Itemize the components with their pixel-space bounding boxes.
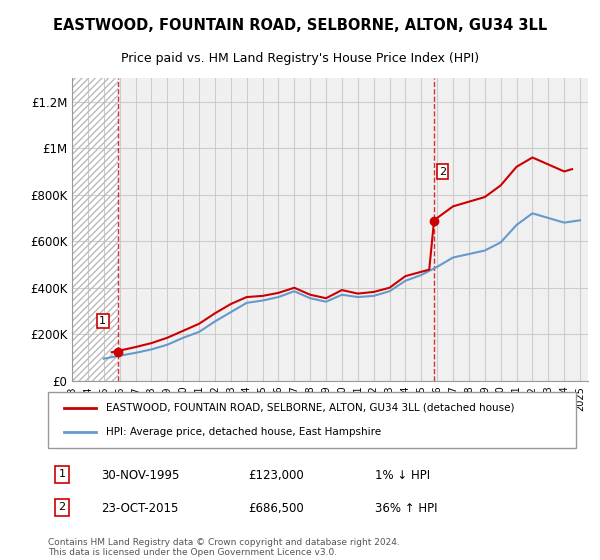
Bar (72, 78, 118, 381)
Text: 1: 1 (59, 469, 65, 479)
Text: 1: 1 (100, 316, 106, 326)
Text: Price paid vs. HM Land Registry's House Price Index (HPI): Price paid vs. HM Land Registry's House … (121, 53, 479, 66)
Text: 2: 2 (59, 502, 65, 512)
Bar (72, 78, 118, 381)
Text: £123,000: £123,000 (248, 469, 304, 482)
FancyBboxPatch shape (48, 392, 576, 448)
Text: HPI: Average price, detached house, East Hampshire: HPI: Average price, detached house, East… (106, 427, 381, 437)
Text: EASTWOOD, FOUNTAIN ROAD, SELBORNE, ALTON, GU34 3LL (detached house): EASTWOOD, FOUNTAIN ROAD, SELBORNE, ALTON… (106, 403, 515, 413)
Text: 1% ↓ HPI: 1% ↓ HPI (376, 469, 430, 482)
Text: 36% ↑ HPI: 36% ↑ HPI (376, 502, 438, 515)
Text: 23-OCT-2015: 23-OCT-2015 (101, 502, 178, 515)
Text: £686,500: £686,500 (248, 502, 304, 515)
Text: EASTWOOD, FOUNTAIN ROAD, SELBORNE, ALTON, GU34 3LL: EASTWOOD, FOUNTAIN ROAD, SELBORNE, ALTON… (53, 18, 547, 33)
Text: 30-NOV-1995: 30-NOV-1995 (101, 469, 179, 482)
Text: Contains HM Land Registry data © Crown copyright and database right 2024.
This d: Contains HM Land Registry data © Crown c… (48, 538, 400, 557)
Text: 2: 2 (439, 166, 446, 176)
